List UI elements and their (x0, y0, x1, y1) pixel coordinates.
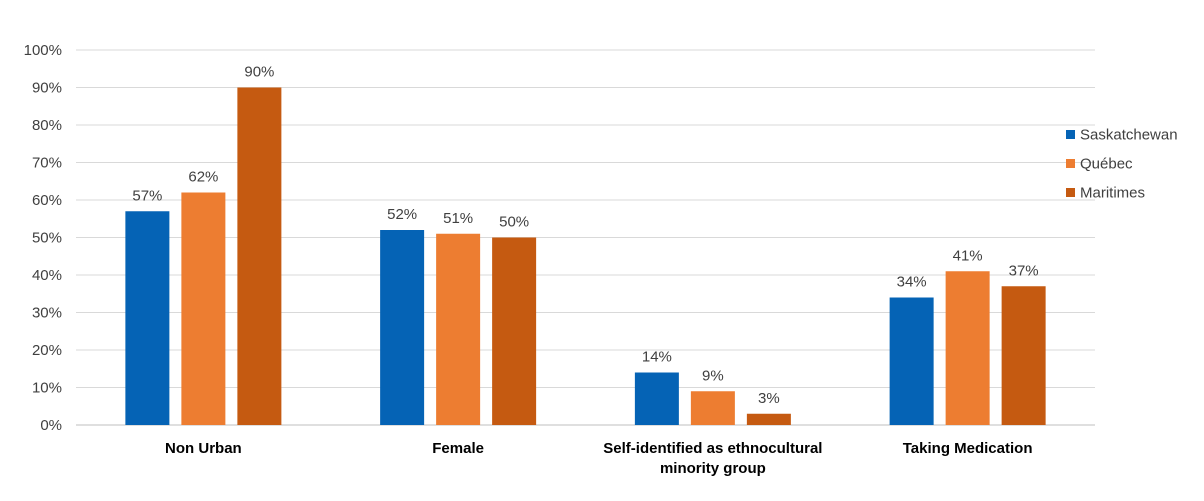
bar (1001, 286, 1046, 425)
y-tick-label: 80% (32, 117, 62, 134)
x-axis: Non Urban Female Self-identified as ethnoc… (165, 440, 1032, 477)
bar (889, 297, 934, 425)
bar (237, 87, 282, 425)
y-axis: 0% 10% 20% 30% 40% 50% 60% 70% 80% 90% 100% (24, 42, 62, 434)
gridlines (76, 49, 1095, 426)
bars (125, 87, 1046, 425)
data-label: 41% (953, 247, 983, 264)
legend-label: Saskatchewan (1080, 127, 1178, 144)
bar (492, 237, 537, 425)
y-tick-label: 50% (32, 230, 62, 247)
bar (436, 233, 481, 425)
bar (125, 211, 170, 425)
legend-swatch (1066, 159, 1075, 168)
data-label: 51% (443, 210, 473, 227)
data-label: 9% (702, 367, 724, 384)
data-labels: 57% 62% 90% 52% 51% 50% 14% 9% 3% 34% 41% 37% (132, 64, 1038, 407)
bar (746, 413, 791, 425)
x-tick-label: Taking Medication (903, 440, 1033, 457)
y-tick-label: 10% (32, 380, 62, 397)
bar (380, 230, 425, 425)
bar (690, 391, 735, 425)
y-tick-label: 100% (24, 42, 62, 59)
data-label: 57% (132, 187, 162, 204)
y-tick-label: 70% (32, 155, 62, 172)
legend: Saskatchewan Québec Maritimes (1066, 127, 1178, 202)
legend-swatch (1066, 130, 1075, 139)
y-tick-label: 20% (32, 342, 62, 359)
legend-swatch (1066, 188, 1075, 197)
data-label: 50% (499, 214, 529, 231)
y-tick-label: 30% (32, 305, 62, 322)
legend-label: Maritimes (1080, 185, 1145, 202)
data-label: 37% (1009, 262, 1039, 279)
data-label: 3% (758, 390, 780, 407)
data-label: 34% (897, 274, 927, 291)
legend-label: Québec (1080, 156, 1133, 173)
data-label: 14% (642, 349, 672, 366)
y-tick-label: 0% (40, 417, 62, 434)
bar (181, 192, 226, 425)
y-tick-label: 40% (32, 267, 62, 284)
data-label: 90% (244, 64, 274, 81)
bar (945, 271, 990, 425)
data-label: 52% (387, 206, 417, 223)
data-label: 62% (188, 169, 218, 186)
y-tick-label: 60% (32, 192, 62, 209)
x-tick-label: Female (432, 440, 484, 457)
x-tick-label: minority group (660, 460, 766, 477)
bar (634, 372, 679, 425)
x-tick-label: Non Urban (165, 440, 242, 457)
x-tick-label: Self-identified as ethnocultural (603, 440, 822, 457)
y-tick-label: 90% (32, 80, 62, 97)
